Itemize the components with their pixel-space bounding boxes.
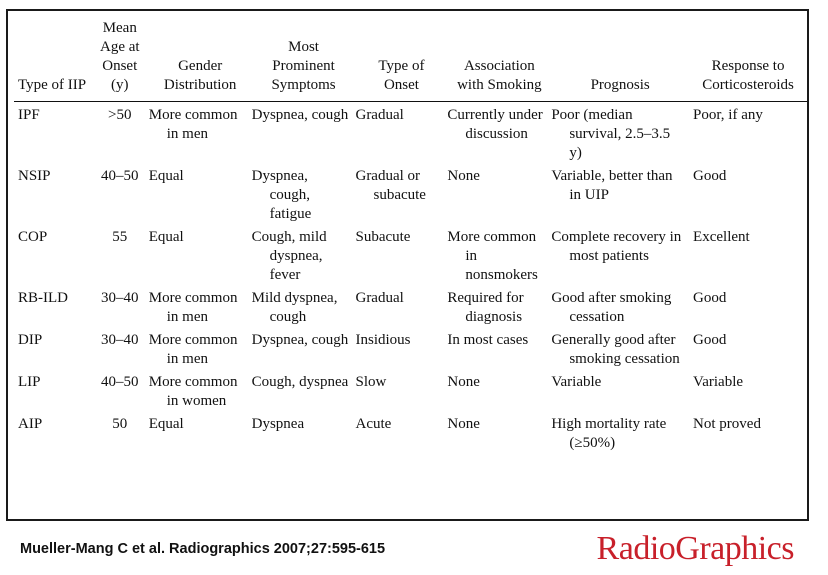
cell-smoking: Required for diagnosis (447, 290, 524, 325)
table-row: DIP 30–40 More common in men Dyspnea, co… (14, 327, 807, 369)
cell-prognosis: Generally good after smoking cessation (551, 332, 680, 367)
cell-gender: Equal (148, 168, 184, 184)
table-frame: Type of IIP Mean Age at Onset (y) Gender… (6, 9, 809, 521)
cell-prognosis: Complete recovery in most patients (551, 229, 682, 264)
cell-age: 40–50 (101, 168, 139, 184)
radiographics-logo: RadioGraphics (596, 530, 795, 567)
cell-corticosteroids: Poor, if any (693, 107, 763, 123)
cell-corticosteroids: Good (693, 168, 727, 184)
table-row: COP 55 Equal Cough, mild dyspnea, fever … (14, 224, 807, 285)
header-age: Mean Age at Onset (y) (99, 20, 140, 93)
cell-gender: Equal (148, 229, 184, 245)
citation: Mueller-Mang C et al. Radiographics 2007… (20, 541, 386, 557)
cell-type: IPF (18, 107, 40, 123)
cell-smoking: More common in nonsmokers (447, 229, 538, 283)
cell-gender: Equal (148, 416, 184, 432)
cell-smoking: None (447, 168, 480, 184)
cell-age: 50 (112, 416, 128, 432)
cell-symptoms: Mild dyspnea, cough (251, 290, 338, 325)
cell-symptoms: Dyspnea, cough (251, 107, 349, 123)
header-gender: Gender Distribution (163, 58, 237, 93)
cell-type: DIP (18, 332, 43, 348)
header-corticosteroids: Response to Corticosteroids (702, 58, 794, 93)
cell-onset: Gradual (355, 290, 404, 306)
cell-gender: More common in men (148, 107, 238, 142)
cell-onset: Subacute (355, 229, 411, 245)
cell-gender: More common in women (148, 374, 238, 409)
cell-type: NSIP (18, 168, 51, 184)
cell-gender: More common in men (148, 332, 238, 367)
cell-symptoms: Dyspnea (251, 416, 305, 432)
cell-corticosteroids: Variable (693, 374, 744, 390)
cell-prognosis: Variable (551, 374, 602, 390)
cell-onset: Acute (355, 416, 392, 432)
cell-type: RB-ILD (18, 290, 68, 306)
cell-prognosis: High mortality rate (≥50%) (551, 416, 667, 451)
iip-comparison-table: Type of IIP Mean Age at Onset (y) Gender… (14, 19, 807, 453)
cell-symptoms: Dyspnea, cough, fatigue (251, 168, 312, 222)
header-prognosis: Prognosis (590, 77, 650, 93)
cell-age: 30–40 (101, 332, 139, 348)
cell-prognosis: Poor (median survival, 2.5–3.5 y) (551, 107, 671, 161)
cell-symptoms: Dyspnea, cough (251, 332, 349, 348)
table-row: NSIP 40–50 Equal Dyspnea, cough, fatigue… (14, 163, 807, 224)
cell-type: COP (18, 229, 48, 245)
cell-smoking: Currently under discussion (447, 107, 543, 142)
cell-type: LIP (18, 374, 41, 390)
cell-prognosis: Good after smoking cessation (551, 290, 672, 325)
cell-age: 40–50 (101, 374, 139, 390)
cell-prognosis: Variable, better than in UIP (551, 168, 673, 203)
cell-onset: Gradual (355, 107, 404, 123)
table-row: RB-ILD 30–40 More common in men Mild dys… (14, 285, 807, 327)
header-type: Type of IIP (18, 77, 87, 93)
header-onset: Type of Onset (378, 58, 425, 93)
cell-corticosteroids: Excellent (693, 229, 750, 245)
cell-corticosteroids: Not proved (693, 416, 761, 432)
table-row: IPF >50 More common in men Dyspnea, coug… (14, 102, 807, 164)
cell-type: AIP (18, 416, 43, 432)
cell-onset: Insidious (355, 332, 411, 348)
cell-symptoms: Cough, dyspnea (251, 374, 349, 390)
cell-smoking: None (447, 416, 480, 432)
cell-age: 55 (112, 229, 128, 245)
cell-age: 30–40 (101, 290, 139, 306)
cell-onset: Slow (355, 374, 387, 390)
header-smoking: Association with Smoking (457, 58, 542, 93)
cell-smoking: In most cases (447, 332, 529, 348)
table-row: LIP 40–50 More common in women Cough, dy… (14, 369, 807, 411)
header-symptoms: Most Prominent Symptoms (271, 39, 336, 93)
cell-symptoms: Cough, mild dyspnea, fever (251, 229, 327, 283)
cell-gender: More common in men (148, 290, 238, 325)
table-row: AIP 50 Equal Dyspnea Acute None High mor… (14, 411, 807, 453)
table-header-row: Type of IIP Mean Age at Onset (y) Gender… (14, 19, 807, 102)
cell-age: >50 (108, 107, 132, 123)
cell-corticosteroids: Good (693, 332, 727, 348)
cell-smoking: None (447, 374, 480, 390)
cell-onset: Gradual or subacute (355, 168, 426, 203)
cell-corticosteroids: Good (693, 290, 727, 306)
